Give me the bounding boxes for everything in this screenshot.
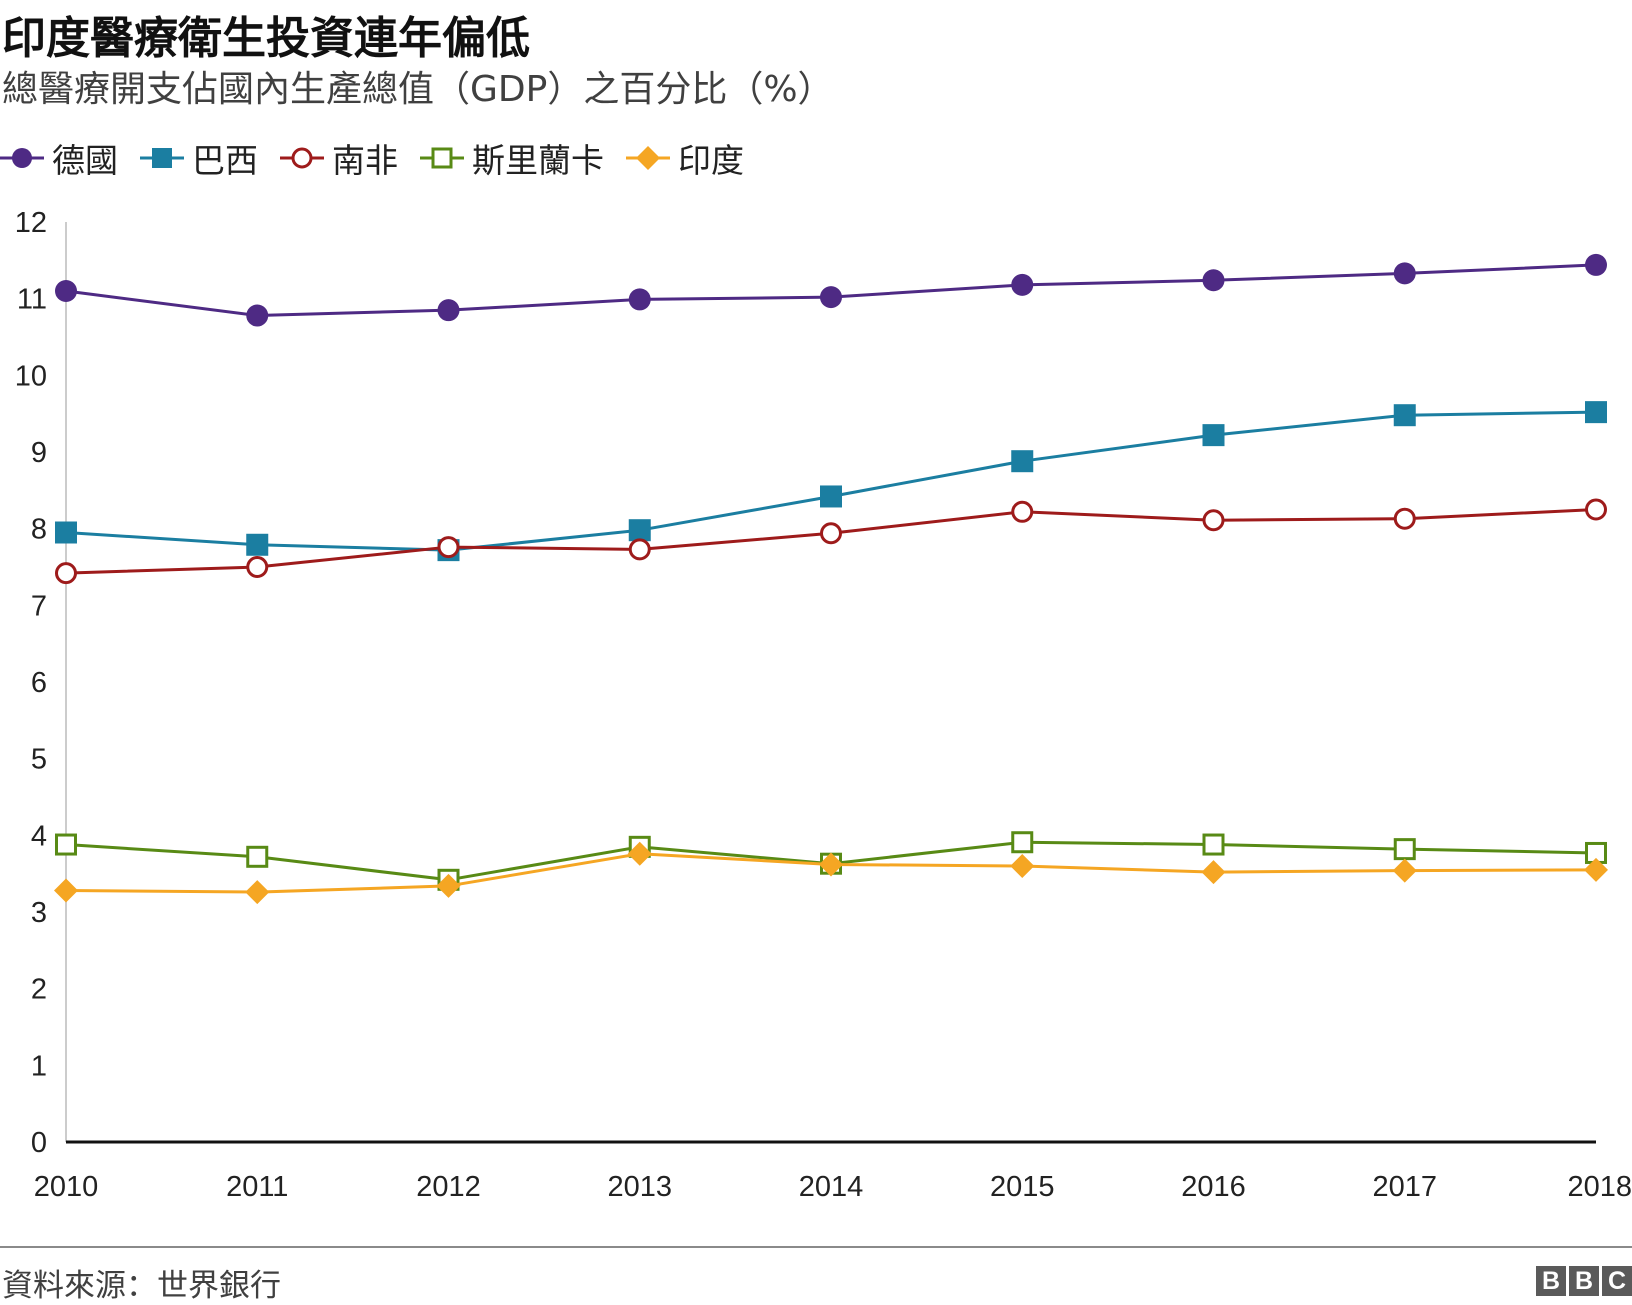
y-tick-label: 10 [15,360,47,392]
data-point [54,878,78,903]
data-point [55,833,77,856]
legend-label: 斯里蘭卡 [472,141,604,180]
data-point [1393,838,1416,861]
legend-item-sri-lanka: 斯里蘭卡 [420,134,604,182]
y-tick-label: 4 [31,820,47,852]
legend-item-india: 印度 [626,134,744,182]
source-note: 資料來源：世界銀行 [2,1268,281,1304]
y-tick-label: 8 [31,514,47,546]
chart-title: 印度醫療衛生投資連年偏低 [2,13,530,64]
data-point [1010,854,1035,878]
legend-label: 南非 [332,141,398,180]
logo-letter: C [1602,1266,1632,1296]
legend-item-south-africa: 南非 [280,134,398,182]
y-tick-label: 7 [31,590,47,622]
x-tick-label: 2016 [1181,1171,1246,1203]
legend-label: 巴西 [192,141,258,180]
data-point [1011,450,1034,473]
footer-divider [0,1246,1632,1248]
y-tick-label: 6 [31,667,47,699]
data-point [55,521,77,544]
legend-label: 德國 [52,141,118,180]
legend-label: 印度 [678,141,744,180]
bbc-logo: B B C [1533,1266,1632,1296]
legend-marker-icon [626,146,670,170]
data-point [1202,424,1225,447]
data-point [1393,404,1416,427]
data-point [55,562,77,585]
data-point [1584,857,1608,882]
legend-marker-icon [140,148,184,168]
data-point [1585,498,1607,521]
chart-legend: 德國 巴西 南非 斯里蘭卡 印度 [0,134,766,182]
data-point [1393,507,1416,530]
x-tick-label: 2018 [1567,1171,1632,1203]
y-tick-label: 0 [31,1127,47,1159]
legend-marker-icon [280,147,324,169]
data-point [1585,253,1607,276]
y-tick-label: 5 [31,744,47,776]
y-tick-label: 9 [31,437,47,469]
data-point [628,538,651,561]
legend-item-germany: 德國 [0,134,118,182]
y-tick-label: 11 [17,284,47,316]
data-point [246,556,269,578]
legend-marker-icon [420,147,464,169]
data-point [628,288,651,311]
data-point [820,485,842,508]
data-point [1393,262,1416,285]
data-point [436,873,461,898]
data-point [437,536,460,559]
data-point [819,852,843,877]
data-point [1202,269,1225,292]
data-point [627,841,652,866]
data-point [1011,831,1034,854]
data-point [1392,858,1417,883]
x-tick-label: 2010 [34,1171,99,1203]
logo-letter: B [1536,1266,1566,1296]
data-point [1202,509,1225,532]
legend-item-brazil: 巴西 [140,134,258,182]
data-point [437,299,460,322]
y-tick-label: 12 [15,207,47,239]
x-tick-label: 2013 [607,1171,672,1203]
data-point [246,533,269,556]
x-tick-label: 2017 [1372,1171,1437,1203]
data-point [246,304,269,327]
data-point [820,522,842,545]
x-tick-label: 2011 [226,1171,288,1203]
data-point [245,880,270,905]
y-tick-label: 2 [31,974,47,1006]
data-point [1011,273,1034,296]
data-point [1201,860,1226,885]
data-point [246,845,269,868]
legend-marker-icon [0,148,44,168]
data-point [628,519,651,542]
data-point [1585,401,1607,424]
data-point [55,280,77,302]
data-point [820,286,842,309]
x-tick-label: 2015 [990,1171,1055,1203]
data-point [1011,500,1034,523]
x-tick-label: 2012 [416,1171,481,1203]
data-point [1202,833,1225,856]
chart-subtitle: 總醫療開支佔國內生產總值（GDP）之百分比（%） [2,69,834,110]
y-tick-label: 3 [31,897,47,929]
logo-letter: B [1569,1266,1599,1296]
x-tick-label: 2014 [799,1171,864,1203]
y-tick-label: 1 [31,1050,47,1082]
